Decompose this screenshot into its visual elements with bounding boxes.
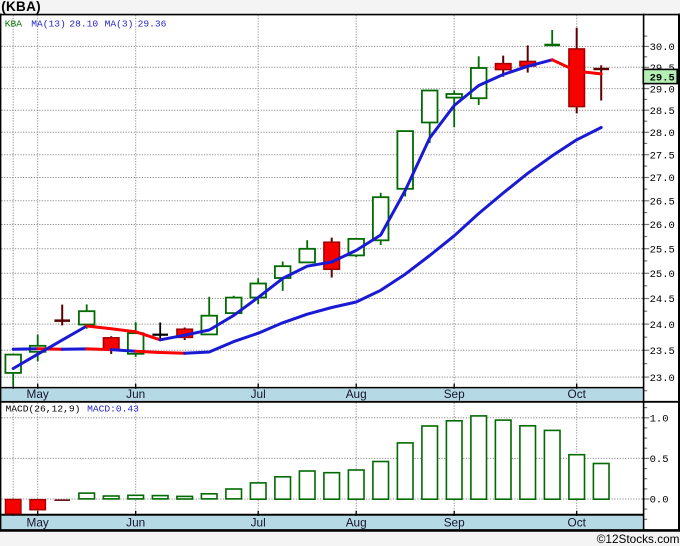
svg-text:25.5: 25.5	[650, 244, 675, 256]
svg-text:Jun: Jun	[126, 387, 145, 401]
svg-text:29.36: 29.36	[138, 19, 167, 30]
svg-text:MA(3): MA(3)	[105, 19, 134, 30]
svg-text:Jul: Jul	[251, 387, 266, 401]
svg-text:(KBA): (KBA)	[1, 0, 41, 14]
svg-text:May: May	[27, 387, 49, 401]
svg-text:29.5: 29.5	[650, 72, 675, 84]
svg-text:25.0: 25.0	[650, 269, 675, 281]
svg-text:27.0: 27.0	[650, 173, 675, 185]
svg-text:©12Stocks.com: ©12Stocks.com	[597, 532, 680, 546]
svg-text:29.0: 29.0	[650, 84, 675, 96]
svg-text:Sep: Sep	[444, 515, 465, 529]
svg-text:28.5: 28.5	[650, 106, 675, 118]
svg-text:MACD:0.43: MACD:0.43	[87, 404, 139, 415]
svg-text:Jul: Jul	[251, 515, 266, 529]
svg-text:30.0: 30.0	[650, 42, 675, 54]
svg-text:0.5: 0.5	[650, 454, 669, 466]
svg-text:28.0: 28.0	[650, 128, 675, 140]
svg-text:Sep: Sep	[444, 387, 465, 401]
svg-text:23.5: 23.5	[650, 346, 675, 358]
svg-text:24.5: 24.5	[650, 294, 675, 306]
svg-text:Aug: Aug	[346, 515, 367, 529]
svg-text:23.0: 23.0	[650, 373, 675, 385]
svg-text:27.5: 27.5	[650, 150, 675, 162]
svg-text:26.0: 26.0	[650, 220, 675, 232]
svg-text:Oct: Oct	[568, 515, 587, 529]
svg-text:Oct: Oct	[568, 387, 587, 401]
svg-text:May: May	[27, 515, 49, 529]
svg-text:MA(13): MA(13)	[31, 19, 66, 30]
svg-text:Aug: Aug	[346, 387, 367, 401]
svg-text:28.10: 28.10	[69, 19, 98, 30]
svg-text:KBA: KBA	[5, 19, 23, 30]
svg-text:1.0: 1.0	[650, 414, 669, 426]
svg-text:26.5: 26.5	[650, 197, 675, 209]
svg-text:24.0: 24.0	[650, 320, 675, 332]
svg-text:Jun: Jun	[126, 515, 145, 529]
svg-text:0.0: 0.0	[650, 495, 669, 507]
svg-text:MACD(26,12,9): MACD(26,12,9)	[6, 404, 81, 415]
